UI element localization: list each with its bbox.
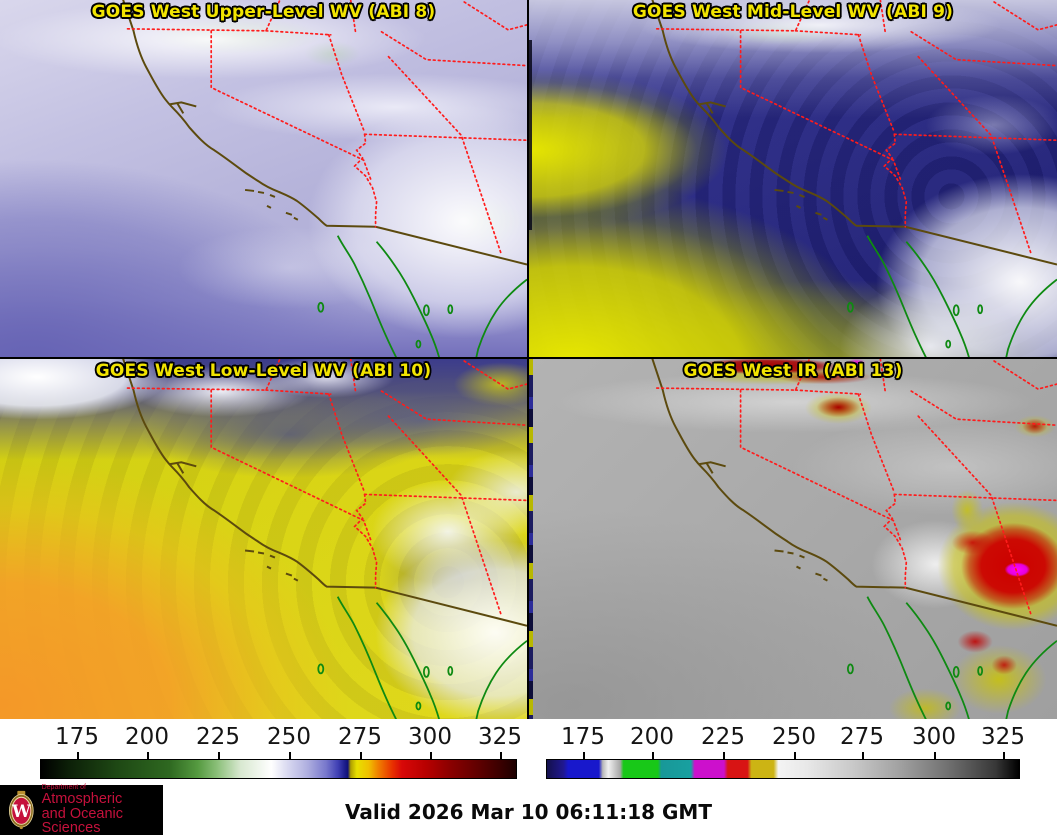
scan-seam-artifact bbox=[529, 40, 532, 230]
colorbar-tick bbox=[723, 752, 725, 759]
panel-ir: GOES West IR (ABI 13) bbox=[529, 359, 1057, 719]
colorbar-tick bbox=[430, 752, 432, 759]
wv-colorbar-gradient bbox=[40, 759, 517, 779]
colorbar-tick bbox=[360, 752, 362, 759]
map-overlay bbox=[529, 0, 1057, 357]
satellite-panel-grid: GOES West Upper-Level WV (ABI 8) GOES We… bbox=[0, 0, 1057, 719]
colorbar-tick bbox=[652, 752, 654, 759]
map-overlay bbox=[0, 359, 527, 719]
uw-aos-logo: W Department of Atmospheric and Oceanic … bbox=[0, 784, 163, 836]
colorbar-tick-label: 275 bbox=[840, 724, 884, 750]
logo-name-line2: and Oceanic Sciences bbox=[41, 805, 124, 836]
panel-mid-level-wv: GOES West Mid-Level WV (ABI 9) bbox=[529, 0, 1057, 357]
panel-upper-level-wv: GOES West Upper-Level WV (ABI 8) bbox=[0, 0, 527, 357]
colorbar-tick bbox=[218, 752, 220, 759]
colorbar-tick bbox=[862, 752, 864, 759]
panel-title-abi8: GOES West Upper-Level WV (ABI 8) bbox=[91, 2, 436, 22]
panel-title-abi13: GOES West IR (ABI 13) bbox=[683, 361, 903, 381]
colorbar-tick-label: 175 bbox=[561, 724, 605, 750]
colorbar-tick-label: 200 bbox=[125, 724, 169, 750]
colorbar-tick-label: 300 bbox=[408, 724, 452, 750]
uw-crest-icon: W bbox=[8, 790, 34, 830]
colorbar-tick-label: 325 bbox=[981, 724, 1025, 750]
panel-low-level-wv: GOES West Low-Level WV (ABI 10) bbox=[0, 359, 527, 719]
colorbar-tick bbox=[147, 752, 149, 759]
map-overlay bbox=[0, 0, 527, 357]
colorbar-tick bbox=[934, 752, 936, 759]
colorbar-tick-label: 175 bbox=[55, 724, 99, 750]
ir-colorbar-gradient bbox=[546, 759, 1020, 779]
colorbar-tick-label: 225 bbox=[196, 724, 240, 750]
colorbar-tick-label: 275 bbox=[338, 724, 382, 750]
svg-text:W: W bbox=[11, 801, 31, 821]
colorbar-ir: 175 200 225 250 275 300 325 bbox=[529, 719, 1057, 785]
valid-time-label: Valid 2026 Mar 10 06:11:18 GMT bbox=[345, 800, 712, 824]
colorbar-tick-label: 300 bbox=[912, 724, 956, 750]
logo-name-line1: Atmospheric bbox=[41, 790, 123, 807]
colorbar-tick bbox=[289, 752, 291, 759]
map-overlay bbox=[529, 359, 1057, 719]
colorbar-tick bbox=[583, 752, 585, 759]
colorbar-tick-label: 225 bbox=[701, 724, 745, 750]
panel-title-abi9: GOES West Mid-Level WV (ABI 9) bbox=[632, 2, 954, 22]
colorbar-tick bbox=[77, 752, 79, 759]
colorbar-tick-label: 250 bbox=[267, 724, 311, 750]
colorbar-tick-label: 200 bbox=[630, 724, 674, 750]
colorbar-tick-label: 250 bbox=[772, 724, 816, 750]
colorbar-tick bbox=[794, 752, 796, 759]
logo-dept-line: Department of bbox=[41, 783, 86, 791]
logo-text: Department of Atmospheric and Oceanic Sc… bbox=[42, 784, 163, 836]
colorbar-tick bbox=[1003, 752, 1005, 759]
panel-title-abi10: GOES West Low-Level WV (ABI 10) bbox=[95, 361, 432, 381]
colorbar-tick-label: 325 bbox=[478, 724, 522, 750]
colorbar-tick bbox=[500, 752, 502, 759]
colorbar-row: 175 200 225 250 275 300 325 175 200 225 … bbox=[0, 719, 1057, 785]
scan-edge-artifact bbox=[529, 359, 533, 719]
footer: W Department of Atmospheric and Oceanic … bbox=[0, 784, 1057, 836]
colorbar-wv: 175 200 225 250 275 300 325 bbox=[0, 719, 529, 785]
